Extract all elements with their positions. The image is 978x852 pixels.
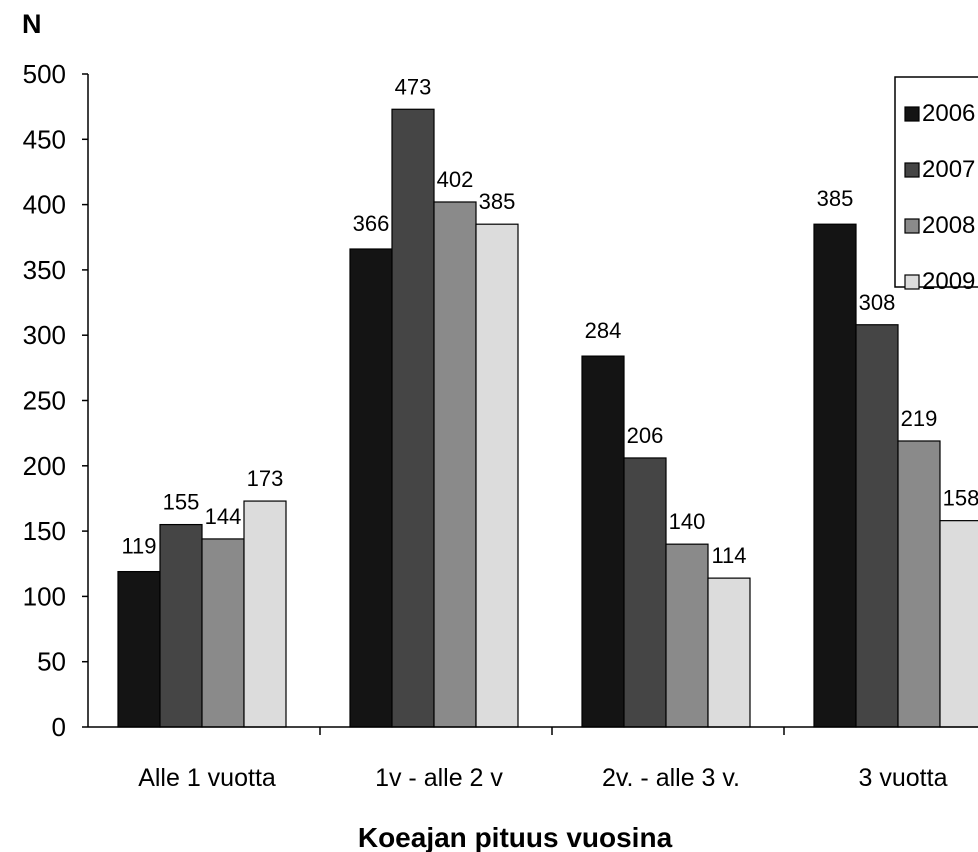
- bar-2007: [623, 457, 667, 728]
- data-label: 219: [901, 406, 938, 431]
- data-label: 206: [627, 423, 664, 448]
- bar-2006: [117, 570, 161, 728]
- bar-2008: [897, 440, 941, 728]
- bar-2006: [349, 248, 393, 728]
- data-labels: 1191551441733664734023852842061401143853…: [121, 74, 978, 568]
- x-category-label: 3 vuotta: [859, 764, 948, 792]
- y-tick-label: 150: [23, 516, 66, 546]
- legend-label: 2009: [922, 268, 975, 295]
- y-axis-ticks: 0 50 100 150 200 250 300 350 400 450 500: [23, 59, 88, 742]
- y-tick-label: 50: [37, 647, 66, 677]
- bar-2009: [939, 520, 978, 728]
- y-tick-label: 400: [23, 190, 66, 220]
- bar-2007: [391, 108, 435, 728]
- y-tick-label: 0: [52, 712, 66, 742]
- bar-2009: [243, 500, 287, 728]
- data-label: 140: [669, 509, 706, 534]
- x-category-label: 1v - alle 2 v: [375, 764, 503, 792]
- data-label: 114: [711, 543, 746, 568]
- data-label: 119: [121, 534, 156, 559]
- legend-label: 2008: [922, 212, 975, 239]
- bar-2006: [581, 355, 625, 728]
- data-label: 402: [437, 167, 474, 192]
- legend-swatch-2007: [904, 162, 920, 178]
- bar-2007: [159, 523, 203, 728]
- y-axis-label: N: [22, 9, 42, 39]
- data-label: 385: [817, 186, 854, 211]
- y-tick-label: 350: [23, 255, 66, 285]
- bar-2009: [475, 223, 519, 728]
- y-tick-label: 500: [23, 59, 66, 89]
- bar-2008: [433, 201, 477, 728]
- y-tick-label: 450: [23, 124, 66, 154]
- bar-2007: [855, 324, 899, 728]
- legend: 2006 2007 2008 2009: [894, 76, 978, 295]
- data-label: 473: [395, 74, 432, 99]
- legend-swatch-2008: [904, 218, 920, 234]
- data-label: 144: [205, 504, 242, 529]
- y-tick-label: 250: [23, 386, 66, 416]
- legend-label: 2007: [922, 156, 975, 183]
- x-axis-ticks: [319, 727, 785, 735]
- y-tick-label: 100: [23, 581, 66, 611]
- x-axis-label: Koeajan pituus vuosina: [358, 822, 673, 852]
- data-label: 308: [859, 290, 896, 315]
- x-category-label: Alle 1 vuotta: [138, 764, 276, 792]
- bars: [117, 108, 978, 728]
- data-label: 155: [163, 490, 200, 515]
- bar-2008: [201, 538, 245, 728]
- y-tick-label: 200: [23, 451, 66, 481]
- bar-2006: [813, 223, 857, 728]
- y-tick-label: 300: [23, 320, 66, 350]
- legend-swatch-2006: [904, 106, 920, 122]
- data-label: 385: [479, 189, 516, 214]
- data-label: 366: [353, 211, 390, 236]
- bar-2008: [665, 543, 709, 728]
- x-category-label: 2v. - alle 3 v.: [602, 764, 740, 792]
- x-axis-category-labels: Alle 1 vuotta 1v - alle 2 v 2v. - alle 3 v…: [138, 764, 947, 792]
- legend-label: 2006: [922, 100, 975, 127]
- legend-swatch-2009: [904, 274, 920, 290]
- data-label: 284: [585, 318, 622, 343]
- data-label: 173: [247, 466, 284, 491]
- data-label: 158: [943, 486, 978, 511]
- bar-2009: [707, 577, 751, 728]
